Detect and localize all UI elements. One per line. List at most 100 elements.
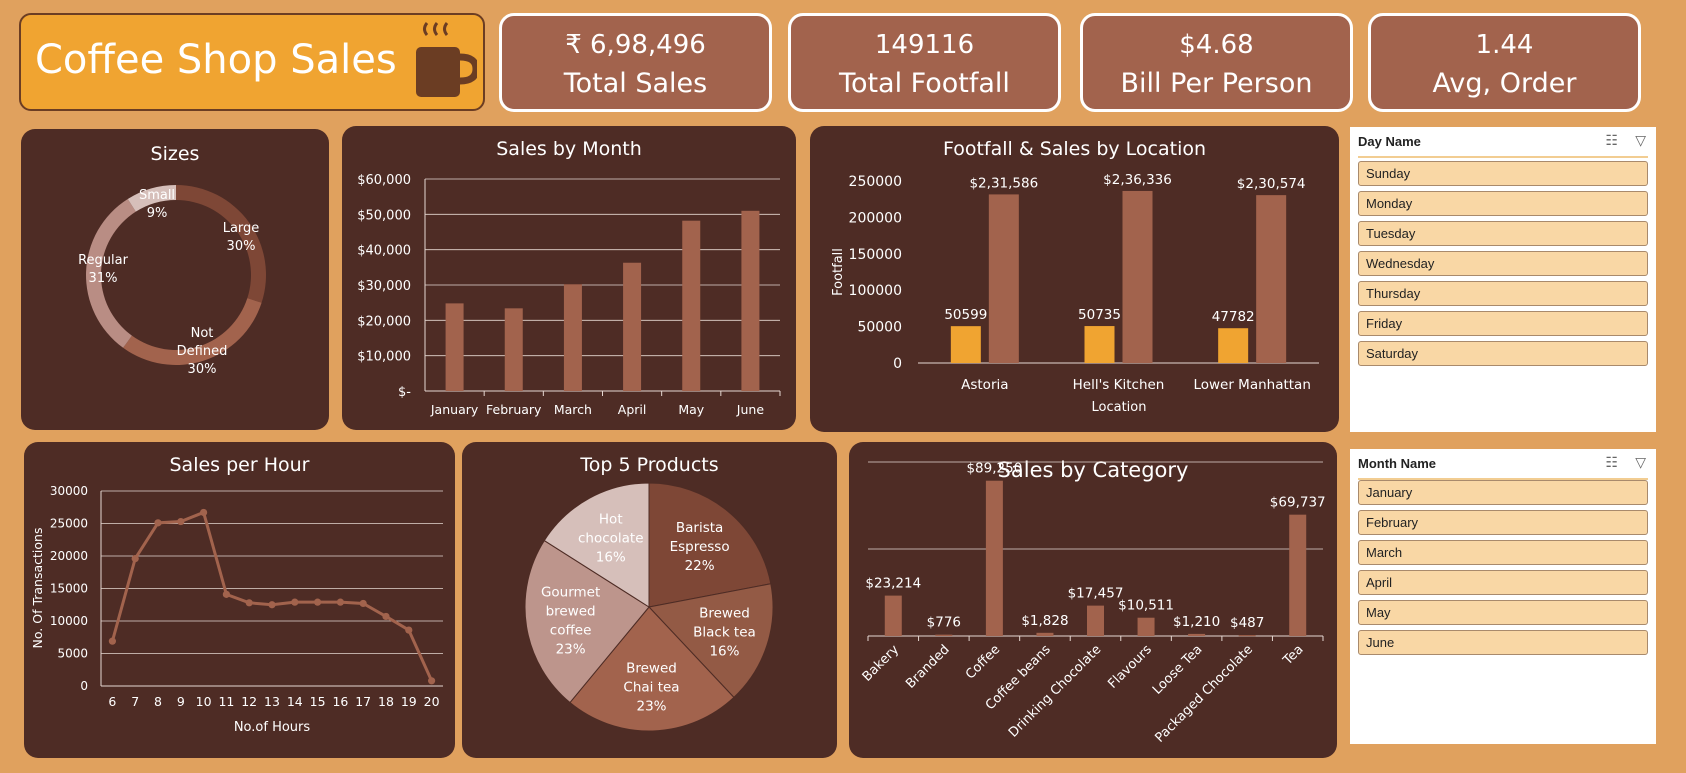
day-name-slicer: Day Name ☷ ▽ Sunday Monday Tuesday Wedne… [1350, 127, 1656, 432]
data-label: $776 [927, 615, 961, 631]
sizes-panel[interactable]: Sizes Large 30% Not Defined 30% Regular 31% Sma… [21, 129, 329, 430]
kpi-total-sales: ₹ 6,98,496 Total Sales [499, 13, 772, 112]
x-tick-label: Astoria [961, 377, 1008, 393]
y-axis-label: No. Of Transactions [30, 528, 45, 649]
kpi-label: Total Footfall [839, 68, 1010, 99]
slicer-item-march[interactable]: March [1358, 540, 1648, 565]
bar-march [563, 284, 582, 391]
footfall-sales-by-location-chart: 0 50000 100000 150000 200000 250000 Footfall Lo… [831, 172, 1319, 415]
data-point [291, 598, 299, 606]
transactions-line [110, 510, 433, 682]
slice-label: Large [223, 221, 260, 236]
data-label: $89,250 [966, 461, 1022, 477]
clear-filter-icon[interactable]: ▽ [1635, 455, 1646, 471]
sales-by-category-panel[interactable]: Sales by Category $23,214 Bakery $776 Brand… [849, 442, 1337, 758]
slicer-item-may[interactable]: May [1358, 600, 1648, 625]
kpi-avg-order: 1.44 Avg, Order [1368, 13, 1641, 112]
x-tick-label: 13 [264, 694, 280, 709]
data-label: $10,511 [1118, 598, 1174, 614]
slicer-item-wednesday[interactable]: Wednesday [1358, 251, 1648, 276]
sales-by-month-panel[interactable]: Sales by Month $- $10,000 $20,000 $30,000 $4… [342, 126, 796, 430]
x-tick-label: 18 [378, 694, 394, 709]
kpi-label: Avg, Order [1432, 68, 1577, 99]
slicer-item-friday[interactable]: Friday [1358, 311, 1648, 336]
slice-label: chocolate [578, 530, 644, 546]
data-point [314, 598, 322, 606]
slice-percent: 16% [596, 549, 626, 565]
kpi-label: Total Sales [563, 68, 708, 99]
top-products-panel[interactable]: Top 5 Products Barista Espresso 22% Brewed B… [462, 442, 837, 758]
sales-per-hour-panel[interactable]: Sales per Hour 0 5000 10000 15000 20000 25000… [24, 442, 455, 758]
y-tick-label: 5000 [57, 647, 88, 661]
data-label: $2,30,574 [1237, 176, 1306, 192]
slice-label: Espresso [670, 539, 730, 555]
slicer-item-february[interactable]: February [1358, 510, 1648, 535]
slicer-divider [1358, 478, 1648, 480]
slicer-item-june[interactable]: June [1358, 630, 1648, 655]
month-name-slicer: Month Name ☷ ▽ January February March Ap… [1350, 449, 1656, 744]
pie-slice-brewed-chai-tea [569, 606, 735, 732]
y-axis-label: Footfall [831, 248, 846, 296]
data-label: 47782 [1212, 309, 1255, 325]
slice-label: Barista [676, 520, 723, 536]
x-tick-label: Hell's Kitchen [1073, 377, 1165, 393]
slicer-item-tuesday[interactable]: Tuesday [1358, 221, 1648, 246]
category-bar [1137, 617, 1155, 636]
x-tick-label: Flavours [1105, 642, 1155, 692]
slice-percent: 9% [147, 206, 168, 221]
clear-filter-icon[interactable]: ▽ [1635, 133, 1646, 149]
slicer-item-monday[interactable]: Monday [1358, 191, 1648, 216]
slice-percent: 31% [89, 271, 118, 286]
slice-label: Black tea [693, 625, 756, 641]
data-point [108, 637, 116, 645]
y-tick-label: $40,000 [357, 244, 411, 259]
sales-per-hour-chart: 0 5000 10000 15000 20000 25000 30000 6 7 8 9 10 11 12… [30, 484, 443, 735]
slicer-item-thursday[interactable]: Thursday [1358, 281, 1648, 306]
x-tick-label: Lower Manhattan [1193, 377, 1310, 393]
x-axis-label: Location [1092, 400, 1147, 415]
donut-slice-small [127, 185, 176, 212]
y-tick-label: $30,000 [357, 279, 411, 294]
x-tick-label: Coffee [963, 642, 1003, 682]
x-tick-label: Tea [1280, 642, 1307, 669]
multi-select-icon[interactable]: ☷ [1605, 455, 1618, 471]
y-tick-label: 25000 [50, 517, 88, 531]
sales-bar [988, 194, 1019, 363]
slicer-divider [1358, 156, 1648, 158]
sizes-donut-chart: Large 30% Not Defined 30% Regular 31% Small 9% [78, 185, 266, 377]
y-tick-label: $60,000 [357, 173, 411, 188]
x-tick-label: 19 [401, 694, 417, 709]
kpi-value: 1.44 [1475, 30, 1534, 60]
data-point [428, 677, 436, 685]
category-bar [1289, 514, 1307, 636]
slicer-header: Day Name [1358, 134, 1421, 149]
x-tick-label: 7 [131, 694, 139, 709]
multi-select-icon[interactable]: ☷ [1605, 133, 1618, 149]
slicer-item-january[interactable]: January [1358, 480, 1648, 505]
kpi-value: 149116 [874, 30, 975, 60]
dashboard-title-box: Coffee Shop Sales [19, 13, 485, 111]
category-bar [1188, 633, 1206, 636]
x-tick-label: February [486, 402, 542, 417]
y-tick-label: 10000 [50, 614, 88, 628]
slicer-item-saturday[interactable]: Saturday [1358, 341, 1648, 366]
data-point [336, 598, 344, 606]
category-bar [1087, 605, 1104, 636]
x-tick-label: May [678, 402, 704, 417]
x-tick-label: January [430, 402, 479, 417]
slicer-item-april[interactable]: April [1358, 570, 1648, 595]
category-bar [935, 634, 953, 636]
data-label: $23,214 [865, 576, 921, 592]
y-tick-label: 20000 [50, 549, 88, 563]
x-tick-label: 6 [108, 694, 116, 709]
data-label: $487 [1230, 615, 1264, 631]
location-panel[interactable]: Footfall & Sales by Location 0 50000 10000… [810, 126, 1339, 432]
data-label: $2,36,336 [1103, 172, 1172, 188]
y-tick-label: 250000 [849, 174, 902, 190]
y-tick-label: 50000 [857, 320, 902, 336]
sales-bar [1256, 195, 1287, 363]
x-tick-label: 20 [424, 694, 440, 709]
sales-bar [1122, 190, 1153, 363]
slice-percent: 23% [556, 641, 586, 657]
slicer-item-sunday[interactable]: Sunday [1358, 161, 1648, 186]
